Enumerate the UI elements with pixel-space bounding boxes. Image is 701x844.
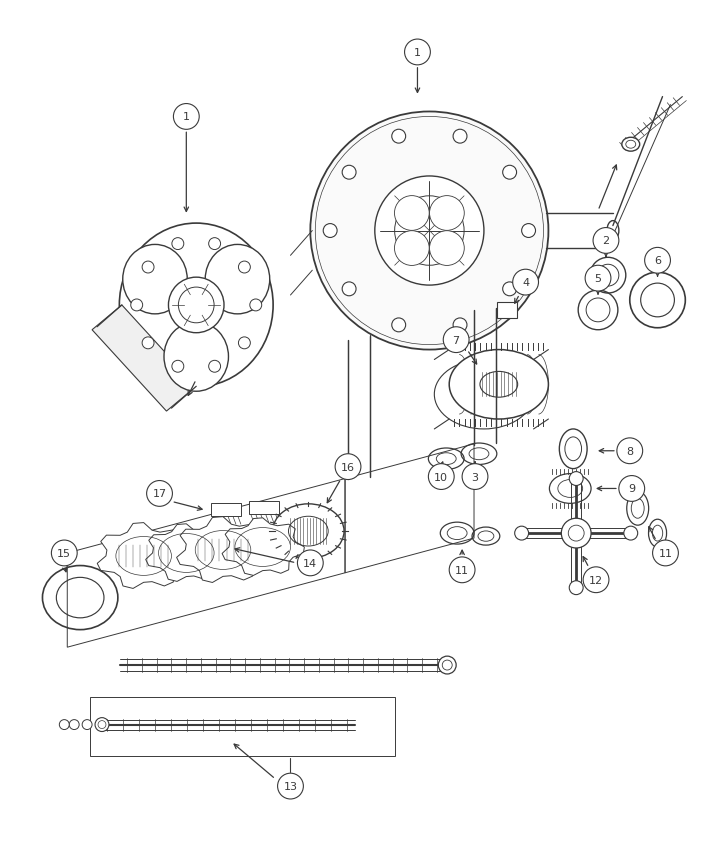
Circle shape — [311, 112, 548, 350]
Circle shape — [443, 327, 469, 353]
Circle shape — [142, 338, 154, 349]
Text: 1: 1 — [183, 112, 190, 122]
Text: 14: 14 — [304, 558, 318, 568]
Polygon shape — [249, 502, 278, 515]
Circle shape — [645, 248, 670, 273]
Ellipse shape — [430, 197, 464, 231]
Circle shape — [392, 130, 406, 144]
Ellipse shape — [82, 720, 92, 730]
Ellipse shape — [60, 720, 69, 730]
Ellipse shape — [205, 245, 270, 315]
Circle shape — [209, 238, 221, 251]
Ellipse shape — [430, 231, 464, 266]
Circle shape — [503, 166, 517, 180]
Circle shape — [583, 567, 609, 593]
Circle shape — [375, 176, 484, 286]
Circle shape — [404, 40, 430, 66]
Ellipse shape — [449, 350, 548, 419]
Ellipse shape — [624, 527, 638, 540]
Text: 3: 3 — [472, 472, 479, 482]
Ellipse shape — [395, 231, 429, 266]
Text: 15: 15 — [57, 549, 72, 558]
Text: 12: 12 — [589, 575, 603, 585]
Text: 16: 16 — [341, 463, 355, 472]
Circle shape — [653, 540, 679, 566]
Text: 9: 9 — [628, 484, 635, 494]
Circle shape — [278, 773, 304, 799]
Circle shape — [453, 130, 467, 144]
Circle shape — [522, 225, 536, 238]
Circle shape — [172, 361, 184, 373]
Circle shape — [168, 278, 224, 333]
Circle shape — [392, 318, 406, 333]
Circle shape — [342, 283, 356, 296]
Ellipse shape — [622, 138, 640, 152]
Circle shape — [209, 361, 221, 373]
Circle shape — [147, 481, 172, 506]
Circle shape — [619, 476, 645, 502]
Text: 17: 17 — [152, 489, 167, 499]
Circle shape — [562, 518, 591, 549]
Text: 4: 4 — [522, 278, 529, 288]
Circle shape — [512, 270, 538, 295]
Text: 2: 2 — [602, 236, 610, 246]
Polygon shape — [146, 524, 228, 582]
Circle shape — [51, 540, 77, 566]
Polygon shape — [497, 303, 517, 318]
Ellipse shape — [123, 245, 187, 315]
Ellipse shape — [273, 504, 344, 559]
Circle shape — [617, 438, 643, 464]
Text: 6: 6 — [654, 256, 661, 266]
Text: 7: 7 — [453, 335, 460, 345]
Ellipse shape — [395, 197, 429, 231]
Circle shape — [250, 300, 261, 311]
Circle shape — [335, 454, 361, 480]
Circle shape — [428, 464, 454, 490]
Ellipse shape — [515, 527, 529, 540]
Polygon shape — [177, 517, 271, 582]
Polygon shape — [211, 504, 241, 517]
Ellipse shape — [569, 472, 583, 486]
Ellipse shape — [69, 720, 79, 730]
Text: 11: 11 — [658, 549, 672, 558]
Polygon shape — [92, 306, 196, 412]
Text: 1: 1 — [414, 48, 421, 58]
Circle shape — [172, 238, 184, 251]
Text: 13: 13 — [283, 782, 297, 791]
Circle shape — [238, 262, 250, 273]
Circle shape — [142, 262, 154, 273]
Circle shape — [323, 225, 337, 238]
Text: 11: 11 — [455, 565, 469, 575]
Ellipse shape — [550, 474, 591, 504]
Ellipse shape — [164, 322, 229, 392]
Ellipse shape — [569, 581, 583, 595]
Circle shape — [585, 266, 611, 292]
Circle shape — [593, 228, 619, 254]
Circle shape — [503, 283, 517, 296]
Circle shape — [238, 338, 250, 349]
Circle shape — [453, 318, 467, 333]
Ellipse shape — [438, 657, 456, 674]
Circle shape — [297, 550, 323, 576]
Text: 10: 10 — [435, 472, 448, 482]
Ellipse shape — [95, 717, 109, 732]
Circle shape — [131, 300, 143, 311]
Polygon shape — [222, 518, 304, 576]
Ellipse shape — [607, 221, 619, 241]
Circle shape — [449, 557, 475, 583]
Circle shape — [342, 166, 356, 180]
Circle shape — [173, 105, 199, 130]
Text: 5: 5 — [594, 273, 601, 284]
Polygon shape — [97, 523, 191, 589]
Circle shape — [462, 464, 488, 490]
Text: 8: 8 — [626, 446, 633, 457]
